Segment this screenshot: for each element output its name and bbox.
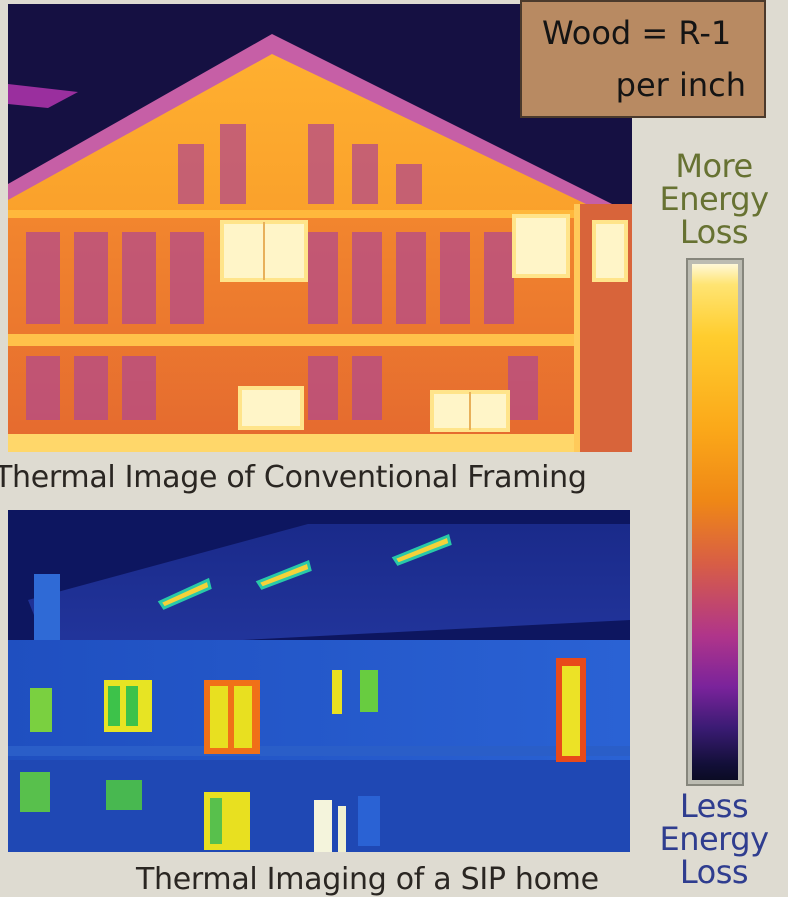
energy-loss-color-scale — [686, 258, 744, 786]
sip-home-thermal-graphic — [8, 510, 630, 852]
energy-loss-gradient — [692, 264, 738, 780]
more-energy-loss-label: More Energy Loss — [644, 150, 784, 249]
wood-note-line-2: per inch — [615, 66, 746, 104]
less-energy-loss-label: Less Energy Loss — [644, 790, 784, 889]
sip-home-thermal-image — [8, 510, 630, 852]
more-label-line-3: Loss — [679, 213, 749, 251]
conventional-framing-caption: Thermal Image of Conventional Framing — [0, 460, 587, 495]
wood-note-line-1: Wood = R-1 — [542, 14, 732, 52]
more-label-line-1: More — [675, 147, 753, 185]
less-label-line-2: Energy — [659, 820, 769, 858]
less-label-line-1: Less — [679, 787, 749, 825]
more-label-line-2: Energy — [659, 180, 769, 218]
sip-home-caption: Thermal Imaging of a SIP home — [136, 862, 599, 897]
wood-r-value-note: Wood = R-1 per inch — [520, 0, 766, 118]
less-label-line-3: Loss — [679, 853, 749, 891]
